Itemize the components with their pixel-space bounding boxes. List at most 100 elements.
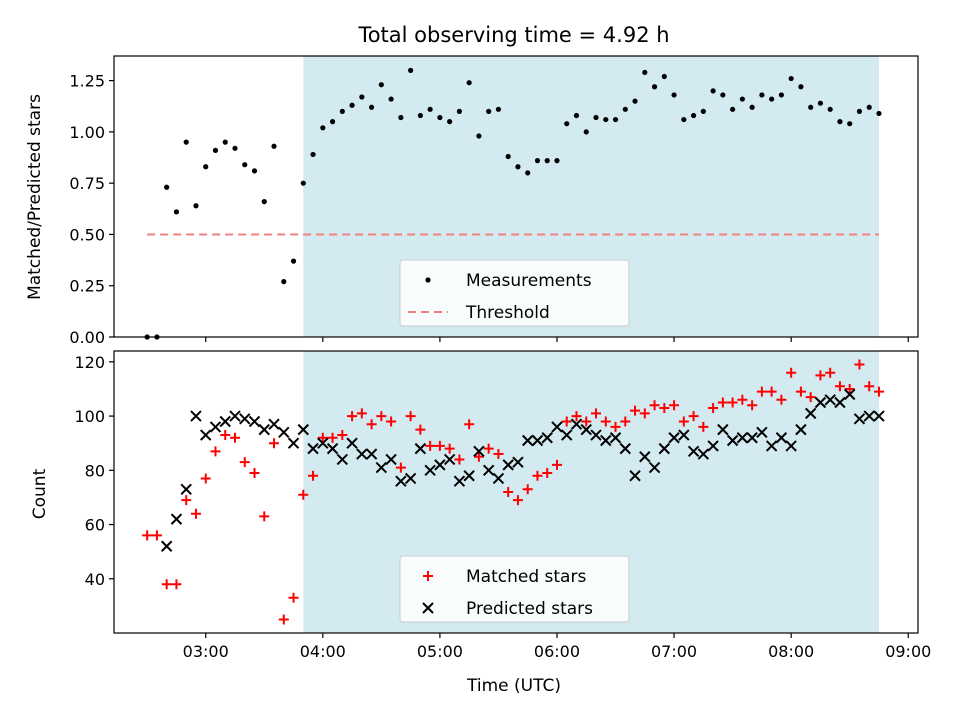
matched-stars-point [483, 443, 494, 454]
matched-stars-point [591, 408, 602, 419]
matched-stars-point [669, 400, 680, 411]
matched-stars-point [444, 443, 455, 454]
matched-stars-point [708, 402, 719, 413]
matched-stars-point [620, 416, 631, 427]
legend-label: Threshold [465, 303, 550, 323]
measurements-point [661, 73, 667, 80]
measurements-point [359, 94, 365, 100]
measurements-point [212, 147, 219, 153]
measurements-point [847, 121, 853, 127]
measurements-point [505, 153, 511, 160]
legend-box [399, 259, 630, 327]
measurements-point [642, 69, 648, 76]
measurements-point [388, 96, 394, 102]
measurements-point [632, 98, 638, 104]
legend-label: Predicted stars [466, 599, 593, 619]
legend-marker [425, 277, 431, 283]
predicted-stars-point [814, 396, 827, 409]
matched-stars-point [298, 489, 309, 500]
legend-marker [422, 602, 434, 614]
measurements-point [837, 119, 843, 125]
predicted-stars-point [346, 437, 358, 449]
panel-star-counts: Count Time (UTC) 40 60 80 100 120 03:00 04:00 0… [30, 350, 931, 696]
predicted-stars-point [746, 432, 758, 444]
matched-stars-point [766, 386, 777, 397]
predicted-stars-point [853, 413, 866, 425]
matched-stars-point [542, 468, 553, 479]
x-axis-label: Time (UTC) [466, 676, 561, 696]
measurements-point [573, 112, 580, 119]
matched-stars-point [503, 487, 514, 497]
measurements-point [769, 96, 775, 102]
measurements-point [408, 67, 414, 73]
measurements-point [515, 164, 521, 170]
predicted-stars-point [639, 451, 651, 463]
matched-stars-point [347, 411, 358, 422]
predicted-stars-point [453, 475, 466, 487]
predicted-stars-point [473, 445, 485, 458]
predicted-stars-point [863, 410, 875, 422]
matched-stars-point [873, 386, 884, 397]
axes-frame [113, 350, 919, 634]
legend-marker [423, 571, 433, 581]
predicted-stars-point [785, 440, 797, 452]
measurements-point [271, 143, 277, 149]
measurements-point [817, 100, 824, 106]
matched-stars-point [532, 470, 543, 481]
measurements-point [437, 114, 443, 121]
predicted-stars-point [873, 410, 885, 422]
x-tick-label: 08:00 [768, 642, 814, 661]
predicted-stars-point [326, 442, 339, 455]
matched-stars-point [493, 449, 504, 460]
matched-stars-point [229, 432, 240, 443]
matched-stars-point [512, 495, 523, 506]
predicted-stars-point [551, 421, 563, 433]
matched-stars-point [259, 511, 270, 522]
matched-stars-point [561, 416, 572, 427]
matched-stars-point [737, 394, 748, 405]
predicted-stars-point [258, 423, 270, 436]
predicted-stars-point [317, 437, 329, 449]
predicted-stars-point [531, 434, 544, 447]
measurements-point [808, 104, 814, 110]
matched-stars-point [649, 400, 660, 411]
x-tick-label: 04:00 [300, 642, 346, 661]
measurements-point [593, 114, 599, 121]
measurements-point [251, 168, 258, 174]
measurements-point [164, 184, 170, 190]
predicted-stars-point [756, 426, 768, 439]
measurements-point [290, 258, 297, 264]
legend-label: Matched stars [466, 567, 586, 587]
matched-stars-point [317, 432, 328, 443]
legend-box [399, 555, 630, 623]
matched-stars-point [698, 421, 709, 432]
y-tick-label: 60 [85, 516, 105, 535]
measurements-point [193, 203, 199, 209]
legend-label: Measurements [466, 271, 592, 291]
matched-stars-point [337, 430, 348, 441]
measurements-point [778, 92, 784, 98]
predicted-stars-point [356, 448, 368, 460]
predicted-stars-point [209, 421, 222, 433]
matched-stars-point [151, 530, 162, 541]
measurements-point [700, 108, 706, 114]
predicted-stars-point [375, 461, 388, 474]
matched-stars-point [142, 530, 153, 541]
predicted-stars-point [834, 396, 846, 409]
y-axis-label-top: Matched/Predicted stars [25, 94, 45, 300]
measurements-point [534, 158, 541, 164]
predicted-stars-point [278, 426, 290, 439]
panel-measurements-ratio: Total observing time = 4.92 h Matched/Pr… [25, 23, 919, 347]
matched-stars-point [834, 381, 845, 392]
matched-stars-point [161, 579, 172, 590]
predicted-stars-point [697, 448, 710, 460]
matched-stars-point [571, 411, 582, 422]
measurements-point [671, 92, 677, 98]
predicted-stars-point [229, 410, 241, 422]
measurements-point [320, 125, 326, 131]
matched-stars-point [308, 470, 319, 481]
matched-stars-point [278, 614, 289, 625]
predicted-stars-point [268, 418, 280, 430]
measurements-point [651, 84, 658, 90]
